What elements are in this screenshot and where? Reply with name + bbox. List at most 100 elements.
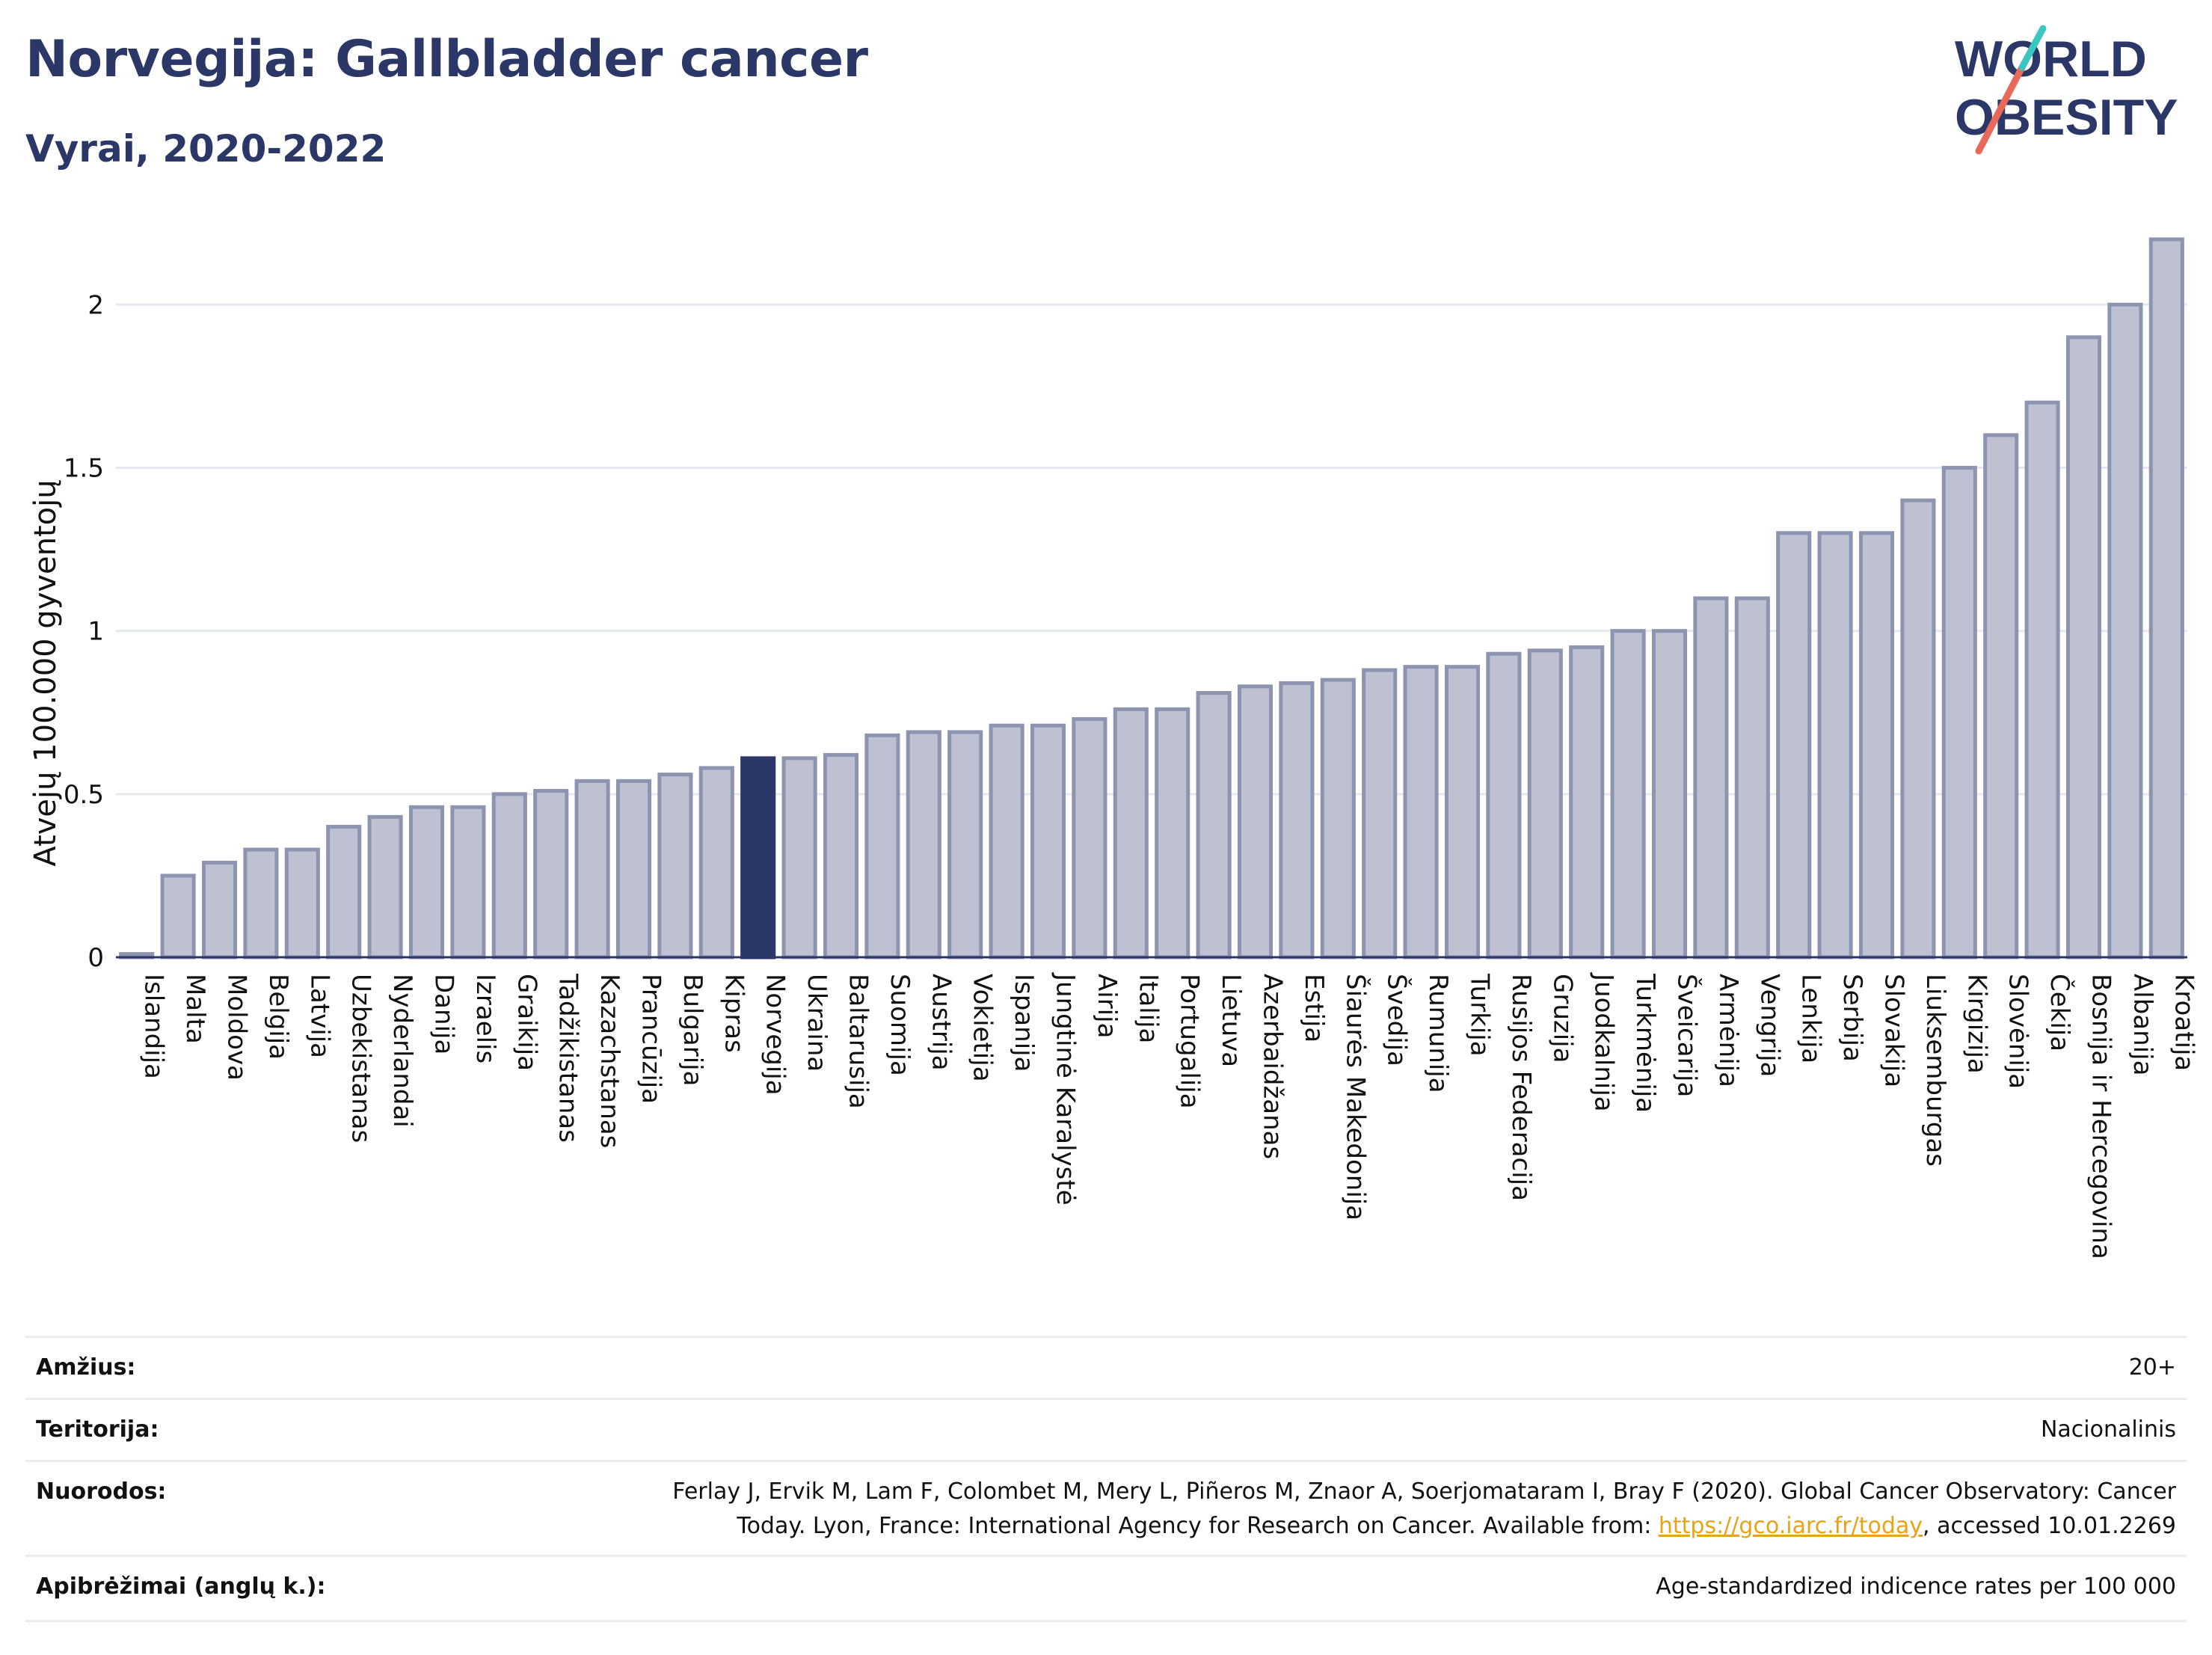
gco-link[interactable]: https://gco.iarc.fr/today <box>1658 1513 1923 1539</box>
definitions-label: Apibrėžimai (anglų k.): <box>36 1573 326 1600</box>
bar-41 <box>1817 531 1853 959</box>
metadata-table: Amžius: 20+ Teritorija: Nacionalinis Nuo… <box>25 1336 2187 1622</box>
territory-row: Teritorija: Nacionalinis <box>25 1398 2187 1460</box>
x-tick-label: Graikija <box>511 974 541 1071</box>
y-axis-label: Atvejų 100.000 gyventojų <box>28 479 63 866</box>
bar-26 <box>1196 691 1232 959</box>
definitions-value: Age-standardized indicence rates per 100… <box>1656 1573 2176 1600</box>
bar-1 <box>160 873 196 959</box>
x-tick-label: Estija <box>1299 974 1329 1043</box>
bar-14 <box>698 766 734 959</box>
age-label: Amžius: <box>36 1354 136 1381</box>
bar-4 <box>284 847 320 959</box>
bar-17 <box>823 752 859 959</box>
x-tick-label: Juodkalnija <box>1589 972 1619 1112</box>
bar-42 <box>1858 531 1895 959</box>
bar-24 <box>1113 707 1149 959</box>
territory-value: Nacionalinis <box>2040 1416 2176 1443</box>
x-tick-label: Čekija <box>2044 974 2075 1051</box>
x-tick-label: Danija <box>429 974 459 1054</box>
x-tick-label: Jungtinė Karalystė <box>1051 972 1081 1206</box>
x-tick-label: Malta <box>180 974 210 1044</box>
bar-43 <box>1900 498 1936 959</box>
y-tick-labels: 0 0.5 1 1.5 2 <box>64 290 104 973</box>
page-subtitle: Vyrai, 2020-2022 <box>25 127 387 171</box>
x-tick-label: Kirgizija <box>1961 974 1991 1074</box>
bar-35 <box>1569 645 1605 959</box>
x-tick-label: Slovėnija <box>2003 974 2033 1089</box>
x-tick-label: Belgija <box>263 974 293 1060</box>
x-tick-label: Baltarusija <box>844 974 873 1109</box>
y-tick-label: 0 <box>87 943 104 973</box>
bar-3 <box>243 847 279 959</box>
bar-21 <box>989 723 1024 959</box>
x-tick-label: Uzbekistanas <box>346 974 376 1143</box>
svg-text:OBESITY: OBESITY <box>1955 89 2178 146</box>
bar-25 <box>1155 707 1191 959</box>
bar-39 <box>1734 596 1770 959</box>
x-tick-label: Šiaurės Makedonija <box>1340 974 1371 1220</box>
y-tick-label: 1 <box>87 617 104 647</box>
x-tick-label: Albanija <box>2127 974 2157 1075</box>
references-label: Nuorodos: <box>36 1479 167 1505</box>
x-tick-label: Izraelis <box>470 974 500 1063</box>
bar-28 <box>1279 681 1315 959</box>
x-tick-label: Rumunija <box>1423 974 1453 1093</box>
bar-15 <box>740 756 776 959</box>
x-tick-label: Turkmėnija <box>1630 973 1660 1113</box>
x-tick-label: Nyderlandai <box>387 974 417 1128</box>
bar-19 <box>906 730 941 959</box>
x-tick-label: Lietuva <box>1216 974 1246 1067</box>
bar-30 <box>1362 668 1398 959</box>
x-tick-label: Turkija <box>1465 973 1495 1057</box>
x-tick-label: Kroatija <box>2169 974 2199 1071</box>
x-tick-label: Islandija <box>139 974 169 1079</box>
bar-16 <box>781 756 817 959</box>
y-tick-label: 1.5 <box>64 453 104 483</box>
y-tick-label: 2 <box>87 290 104 320</box>
x-tick-label: Gruzija <box>1547 974 1577 1063</box>
x-tick-label: Moldova <box>222 974 252 1081</box>
bar-22 <box>1030 723 1066 959</box>
bar-32 <box>1444 665 1481 959</box>
bar-44 <box>1941 465 1977 959</box>
bar-48 <box>2107 302 2143 959</box>
bar-20 <box>947 730 983 959</box>
x-tick-label: Švedija <box>1382 974 1413 1066</box>
references-value: Ferlay J, Ervik M, Lam F, Colombet M, Me… <box>25 1462 2187 1544</box>
bar-29 <box>1320 678 1356 959</box>
x-tick-label: Austrija <box>926 974 956 1071</box>
bar-18 <box>864 733 900 959</box>
bar-33 <box>1486 651 1522 959</box>
x-tick-label: Rusijos Federacija <box>1506 974 1536 1201</box>
bar-31 <box>1403 665 1439 959</box>
references-line-2: Today. Lyon, France: International Agenc… <box>25 1509 2176 1544</box>
x-tick-label: Kazachstanas <box>595 974 624 1148</box>
x-tick-label: Airija <box>1092 974 1122 1038</box>
x-tick-label: Vokietija <box>968 974 998 1082</box>
bar-36 <box>1610 629 1646 959</box>
x-tick-label: Armėnija <box>1713 974 1743 1087</box>
bar-37 <box>1651 629 1688 959</box>
x-tick-label: Ispanija <box>1009 974 1039 1072</box>
x-tick-label: Suomija <box>885 974 915 1076</box>
bar-8 <box>450 805 486 959</box>
bar-27 <box>1237 684 1274 959</box>
references-line-2-start: Today. Lyon, France: International Agenc… <box>737 1513 1659 1539</box>
x-tick-label: Šveicarija <box>1672 974 1703 1097</box>
svg-text:WORLD: WORLD <box>1955 31 2147 87</box>
territory-label: Teritorija: <box>36 1416 159 1443</box>
x-tick-label: Kipras <box>719 974 749 1053</box>
references-line-2-end: , accessed 10.01.2269 <box>1923 1513 2176 1539</box>
bar-7 <box>408 805 445 959</box>
bar-9 <box>491 792 527 959</box>
bar-12 <box>615 779 652 959</box>
bar-40 <box>1776 531 1812 959</box>
x-tick-label: Prancūzija <box>636 974 666 1104</box>
x-tick-label: Latvija <box>304 974 334 1058</box>
bar-6 <box>367 814 403 959</box>
x-tick-label: Portugalija <box>1175 974 1205 1109</box>
bar-34 <box>1527 648 1563 959</box>
references-line-1: Ferlay J, Ervik M, Lam F, Colombet M, Me… <box>672 1479 2176 1505</box>
x-tick-label: Italija <box>1133 974 1163 1043</box>
